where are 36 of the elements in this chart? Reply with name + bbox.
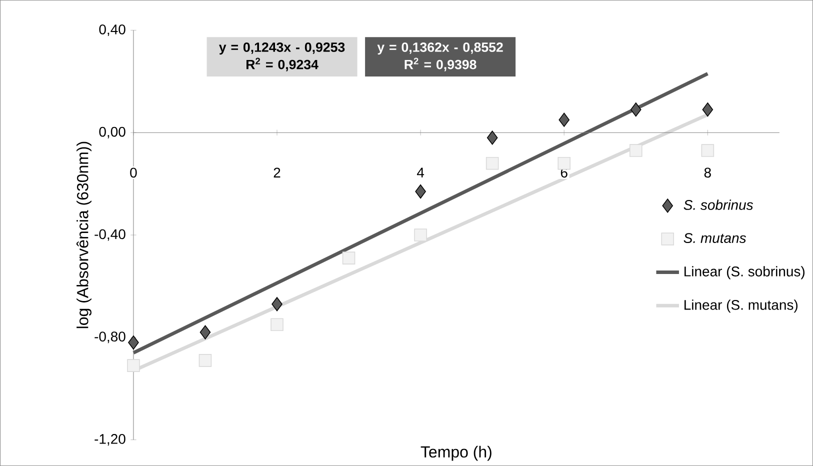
point	[702, 102, 714, 117]
legend-label: S. mutans	[684, 233, 746, 243]
annotation: y = 0,1243x - 0,9253	[219, 42, 345, 55]
point	[558, 112, 570, 127]
annotation: R$^{2}$ = 0,9234	[246, 58, 318, 72]
point	[415, 184, 426, 199]
y-tick-label: 0,40	[99, 24, 126, 36]
x-tick-label: 4	[416, 168, 424, 178]
y-tick-label: -0,80	[94, 332, 126, 344]
y-tick-label: 0,00	[99, 126, 126, 138]
point	[629, 144, 642, 157]
point	[272, 297, 282, 312]
point	[414, 228, 427, 242]
point	[630, 102, 642, 117]
point	[558, 156, 570, 170]
annotation: R$^{2}$ = 0,9398	[404, 58, 476, 72]
y-tick-label: -1,20	[94, 434, 126, 446]
y-tick-label: -0,40	[94, 229, 126, 241]
annotation: y = 0,1362x - 0,8552	[377, 42, 503, 55]
point	[200, 325, 211, 340]
point	[270, 318, 284, 331]
x-tick-label: 0	[130, 168, 137, 178]
point	[128, 335, 139, 350]
point	[127, 359, 140, 372]
point	[342, 252, 356, 264]
legend-label: Linear (S. mutans)	[684, 300, 798, 313]
x-tick-label: 2	[274, 168, 280, 178]
y-axis-title: log (Absorvência (630nm))	[76, 142, 92, 328]
point	[198, 354, 212, 367]
x-tick-label: 8	[704, 168, 711, 178]
point	[486, 156, 499, 170]
point	[701, 144, 714, 157]
legend-label: S. sobrinus	[684, 200, 754, 210]
point	[486, 130, 498, 145]
x-axis-title: Tempo (h)	[420, 446, 492, 461]
legend-label: Linear (S. sobrinus)	[684, 266, 804, 280]
